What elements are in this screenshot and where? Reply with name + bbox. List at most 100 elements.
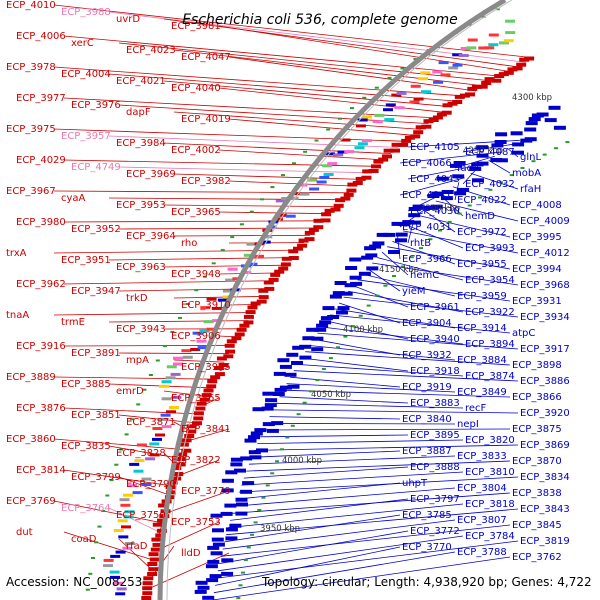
- right-gene-label[interactable]: ECP_3810: [465, 467, 515, 478]
- right-gene-label[interactable]: ECP_3934: [520, 312, 570, 323]
- left-gene-label[interactable]: coaD: [71, 534, 97, 545]
- right-gene-label[interactable]: ECP_4008: [512, 200, 562, 211]
- left-gene-label[interactable]: ECP_3969: [126, 169, 176, 180]
- left-gene-label[interactable]: ECP_3889: [6, 372, 56, 383]
- right-gene-label[interactable]: ECP_3875: [512, 424, 562, 435]
- left-gene-label[interactable]: ECP_3865: [171, 393, 221, 404]
- right-gene-label[interactable]: ECP_3887: [402, 446, 452, 457]
- right-gene-label[interactable]: ECP_3833: [457, 451, 507, 462]
- left-gene-label[interactable]: ECP_3906: [171, 331, 221, 342]
- left-gene-label[interactable]: dut: [16, 527, 33, 538]
- right-gene-label[interactable]: ECP_3922: [465, 307, 515, 318]
- right-gene-label[interactable]: ECP_3966: [402, 254, 452, 265]
- right-gene-label[interactable]: ECP_4030: [410, 206, 460, 217]
- right-gene-label[interactable]: ECP_3788: [457, 547, 507, 558]
- left-gene-label[interactable]: ECP_3753: [171, 517, 221, 528]
- right-gene-label[interactable]: uhpT: [402, 478, 428, 489]
- right-gene-label[interactable]: ECP_3870: [512, 456, 562, 467]
- right-gene-label[interactable]: ECP_3818: [465, 499, 515, 510]
- right-gene-label[interactable]: ECP_4032: [465, 179, 515, 190]
- right-gene-label[interactable]: ECP_3834: [520, 472, 570, 483]
- right-gene-label[interactable]: ECP_3918: [410, 366, 460, 377]
- left-gene-label[interactable]: ECP_3981: [171, 21, 221, 32]
- right-gene-label[interactable]: ECP_3819: [520, 536, 570, 547]
- right-gene-label[interactable]: fadA: [457, 163, 480, 174]
- right-gene-label[interactable]: ECP_3914: [457, 323, 507, 334]
- left-gene-label[interactable]: ECP_3750: [116, 510, 166, 521]
- right-gene-label[interactable]: glnL: [520, 152, 541, 163]
- left-gene-label[interactable]: ECP_3891: [71, 348, 121, 359]
- left-gene-label[interactable]: ECP_3965: [171, 207, 221, 218]
- left-gene-label[interactable]: ECP_3915: [181, 362, 231, 373]
- right-gene-label[interactable]: ECP_3869: [520, 440, 570, 451]
- right-gene-label[interactable]: ECP_3972: [457, 227, 507, 238]
- right-gene-label[interactable]: ECP_3770: [402, 542, 452, 553]
- right-gene-label[interactable]: ECP_3849: [457, 387, 507, 398]
- left-gene-label[interactable]: tnaA: [6, 310, 29, 321]
- left-gene-label[interactable]: ECP_3951: [61, 255, 111, 266]
- left-gene-label[interactable]: ECP_4004: [61, 69, 111, 80]
- left-gene-label[interactable]: ECP_3953: [116, 200, 166, 211]
- left-gene-label[interactable]: ECP_3828: [116, 448, 166, 459]
- right-gene-label[interactable]: ECP_3917: [520, 344, 570, 355]
- left-gene-label[interactable]: ECP_4023: [126, 45, 176, 56]
- right-gene-label[interactable]: ECP_3955: [457, 259, 507, 270]
- left-gene-label[interactable]: ECP_3835: [61, 441, 111, 452]
- left-gene-label[interactable]: ECP_3957: [61, 131, 111, 142]
- left-gene-label[interactable]: ECP_3943: [116, 324, 166, 335]
- left-gene-label[interactable]: ECP_4040: [171, 83, 221, 94]
- right-gene-label[interactable]: nepI: [457, 419, 479, 430]
- right-gene-label[interactable]: ECP_3843: [520, 504, 570, 515]
- left-gene-label[interactable]: ECP_4006: [16, 31, 66, 42]
- left-gene-label[interactable]: ECP_3790: [126, 479, 176, 490]
- right-gene-label[interactable]: ECP_3785: [402, 510, 452, 521]
- right-gene-label[interactable]: ECP_3866: [512, 392, 562, 403]
- right-gene-label[interactable]: rhtB: [410, 238, 431, 249]
- right-gene-label[interactable]: recF: [465, 403, 487, 414]
- right-gene-label[interactable]: ECP_4031: [402, 222, 452, 233]
- right-gene-label[interactable]: ECP_3874: [465, 371, 515, 382]
- right-gene-label[interactable]: ECP_4012: [520, 248, 570, 259]
- left-gene-label[interactable]: cyaA: [61, 193, 86, 204]
- left-gene-label[interactable]: ECP_4019: [181, 114, 231, 125]
- left-gene-label[interactable]: ECP_3814: [16, 465, 66, 476]
- right-gene-label[interactable]: atpC: [512, 328, 535, 339]
- right-gene-label[interactable]: ECP_3895: [410, 430, 460, 441]
- right-gene-label[interactable]: ECP_4043: [410, 174, 460, 185]
- right-gene-label[interactable]: ECP_3784: [465, 531, 515, 542]
- right-gene-label[interactable]: ECP_3931: [512, 296, 562, 307]
- right-gene-label[interactable]: ECP_3932: [402, 350, 452, 361]
- right-gene-label[interactable]: ECP_3886: [520, 376, 570, 387]
- left-gene-label[interactable]: ECP_3952: [71, 224, 121, 235]
- left-gene-label[interactable]: ECP_3871: [126, 417, 176, 428]
- right-gene-label[interactable]: ECP_4087: [465, 147, 515, 158]
- right-gene-label[interactable]: mobA: [512, 168, 541, 179]
- right-gene-label[interactable]: ECP_3894: [465, 339, 515, 350]
- left-gene-label[interactable]: ECP_3764: [61, 503, 111, 514]
- right-gene-label[interactable]: ECP_3968: [520, 280, 570, 291]
- left-gene-label[interactable]: trxA: [6, 248, 27, 259]
- right-gene-label[interactable]: ECP_3845: [512, 520, 562, 531]
- left-gene-label[interactable]: ECP_3964: [126, 231, 176, 242]
- left-gene-label[interactable]: emrD: [116, 386, 144, 397]
- left-gene-label[interactable]: ECP_3860: [6, 434, 56, 445]
- right-gene-label[interactable]: ECP_3883: [410, 398, 460, 409]
- right-gene-label[interactable]: ECP_3961: [410, 302, 460, 313]
- right-gene-label[interactable]: hemC: [410, 270, 439, 281]
- right-gene-label[interactable]: ECP_3994: [512, 264, 562, 275]
- right-gene-label[interactable]: ECP_3959: [457, 291, 507, 302]
- left-gene-label[interactable]: ECP_3963: [116, 262, 166, 273]
- left-gene-label[interactable]: ECP_3876: [16, 403, 66, 414]
- left-gene-label[interactable]: rfaD: [126, 541, 148, 552]
- left-gene-label[interactable]: ECP_4010: [6, 0, 56, 11]
- left-gene-label[interactable]: ECP_3975: [6, 124, 56, 135]
- left-gene-label[interactable]: ECP_3984: [116, 138, 166, 149]
- left-gene-label[interactable]: mpA: [126, 355, 149, 366]
- left-gene-label[interactable]: trkD: [126, 293, 148, 304]
- left-gene-label[interactable]: ECP_3982: [181, 176, 231, 187]
- left-gene-label[interactable]: ECP_3769: [6, 496, 56, 507]
- left-gene-label[interactable]: ECP_3948: [171, 269, 221, 280]
- right-gene-label[interactable]: ECP_3993: [465, 243, 515, 254]
- left-gene-label[interactable]: ECP_4047: [181, 52, 231, 63]
- right-gene-label[interactable]: ECP_3920: [520, 408, 570, 419]
